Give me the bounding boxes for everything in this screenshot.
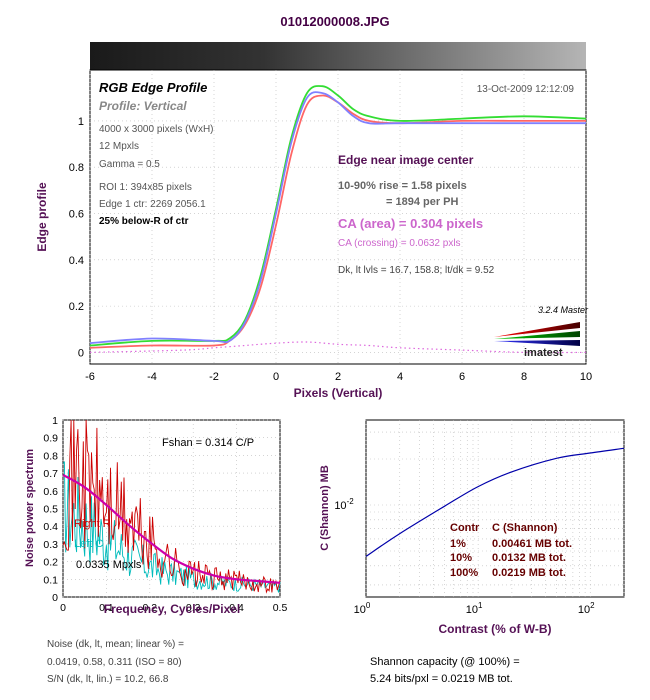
noise-ytick-label: 0.6 — [43, 486, 58, 498]
edge-series-green — [89, 85, 587, 347]
shannon-footer-1: Shannon capacity (@ 100%) = — [370, 656, 520, 668]
shannon-xtick-label: 100 — [354, 601, 371, 616]
shannon-xtick-label: 101 — [466, 601, 483, 616]
edge-xlabel: Pixels (Vertical) — [294, 386, 383, 400]
mpxls-label: 0.0335 Mpxls — [76, 559, 142, 571]
version-label: 3.2.4 Master — [538, 305, 589, 315]
noise-xtick-label: 0.2 — [142, 602, 157, 614]
noise-footer-1: Noise (dk, lt, mean; linear %) = — [47, 639, 184, 650]
noise-ytick-label: 0.4 — [43, 521, 58, 533]
edge-xtick-label: -4 — [147, 371, 157, 383]
edge-title: RGB Edge Profile — [99, 80, 207, 95]
table-header-contr: Contr — [450, 522, 480, 534]
legend-right-r: Right R — [74, 518, 111, 530]
noise-ytick-label: 0.3 — [43, 539, 58, 551]
noise-xtick-label: 0.1 — [99, 602, 114, 614]
edge-xtick-label: -6 — [85, 371, 95, 383]
fshan-label: Fshan = 0.314 C/P — [162, 437, 254, 449]
noise-footer-2: 0.0419, 0.58, 0.311 (ISO = 80) — [47, 657, 182, 668]
noise-ytick-label: 0.7 — [43, 468, 58, 480]
noise-series-fit — [62, 473, 281, 584]
noise-xtick-label: 0 — [60, 602, 66, 614]
edge-xtick-label: 0 — [273, 371, 279, 383]
table-row-3-c: 0.0219 MB tot. — [492, 567, 566, 579]
edge-xtick-label: 4 — [397, 371, 403, 383]
table-row-2-contr: 10% — [450, 552, 472, 564]
table-row-3-contr: 100% — [450, 567, 478, 579]
edge-ytick-label: 0.4 — [69, 255, 84, 267]
noise-xtick-label: 0.3 — [186, 602, 201, 614]
table-row-1-contr: 1% — [450, 538, 466, 550]
shannon-xlabel: Contrast (% of W-B) — [438, 622, 551, 636]
edge-xtick-label: -2 — [209, 371, 219, 383]
figure-title: 01012000008.JPG — [280, 14, 389, 29]
noise-ytick-label: 0.9 — [43, 433, 58, 445]
noise-ytick-label: 0.8 — [43, 450, 58, 462]
noise-ylabel: Noise power spectrum — [24, 449, 36, 567]
legend-left-c: Left C — [74, 538, 103, 550]
info-line-mpxls: 12 Mpxls — [99, 141, 139, 152]
noise-ytick-label: 0.2 — [43, 557, 58, 569]
logo-text: imatest — [524, 347, 563, 359]
noise-ytick-label: 0.5 — [43, 504, 58, 516]
shannon-plot-area — [365, 419, 625, 598]
noise-ytick-label: 1 — [52, 415, 58, 427]
imatest-logo: imatest — [494, 322, 580, 359]
noise-ytick-label: 0 — [52, 592, 58, 604]
edge-xtick-label: 6 — [459, 371, 465, 383]
table-header-c: C (Shannon) — [492, 522, 558, 534]
edge-ytick-label: 0.8 — [69, 162, 84, 174]
info-line-size: 4000 x 3000 pixels (WxH) — [99, 124, 214, 135]
rise-line: 10-90% rise = 1.58 pixels — [338, 180, 467, 192]
levels-line: Dk, lt lvls = 16.7, 158.8; lt/dk = 9.52 — [338, 265, 495, 276]
edge-ytick-label: 1 — [78, 116, 84, 128]
noise-xtick-label: 0.5 — [273, 602, 288, 614]
table-row-2-c: 0.0132 MB tot. — [492, 552, 566, 564]
edge-xtick-label: 2 — [335, 371, 341, 383]
edge-ytick-label: 0 — [78, 347, 84, 359]
edge-series-blue — [89, 91, 586, 345]
noise-xlabel: Frequency, Cycles/Pixel — [104, 602, 241, 616]
edge-subtitle: Profile: Vertical — [99, 99, 187, 113]
position-note: 25% below-R of ctr — [99, 216, 189, 227]
edge-ytick-label: 0.6 — [69, 209, 84, 221]
edge-xtick-label: 10 — [580, 371, 592, 383]
edge-profile-panel: -6 -4 -2 0 2 4 6 8 10 0 0.2 0.4 0.6 0.8 1 RGB Edge Pro… — [35, 69, 592, 400]
shannon-capacity-panel: 100 101 102 10-2 Contr C (Shannon) 1% 0.004… — [319, 419, 625, 685]
info-line-gamma: Gamma = 0.5 — [99, 159, 160, 170]
shannon-series-line — [365, 447, 625, 557]
noise-series-left-c — [62, 460, 281, 593]
per-ph-line: = 1894 per PH — [386, 196, 459, 208]
noise-ytick-label: 0.1 — [43, 574, 58, 586]
table-row-1-c: 0.00461 MB tot. — [492, 538, 572, 550]
shannon-ylabel: C (Shannon) MB — [319, 465, 331, 551]
edge-date: 13-Oct-2009 12:12:09 — [477, 84, 575, 95]
shannon-ytick-label: 10-2 — [334, 497, 354, 512]
noise-spectrum-panel: 0 0.1 0.2 0.3 0.4 0.5 0 0.1 0.2 0.3 0.4 0.5 0.6 0.7 0.… — [24, 415, 287, 685]
edge-ytick-label: 0.2 — [69, 301, 84, 313]
shannon-xtick-label: 102 — [578, 601, 595, 616]
ca-crossing: CA (crossing) = 0.0632 pxls — [338, 238, 461, 249]
info-line-roi: ROI 1: 394x85 pixels — [99, 182, 192, 193]
edge-heading: Edge near image center — [338, 153, 474, 167]
ca-area: CA (area) = 0.304 pixels — [338, 216, 483, 231]
shannon-footer-2: 5.24 bits/pxl = 0.0219 MB tot. — [370, 673, 513, 685]
info-line-edge-ctr: Edge 1 ctr: 2269 2056.1 — [99, 199, 206, 210]
edge-gradient-strip — [90, 42, 586, 70]
edge-xtick-label: 8 — [521, 371, 527, 383]
noise-xtick-label: 0.4 — [229, 602, 244, 614]
edge-ylabel: Edge profile — [35, 182, 49, 252]
noise-footer-3: S/N (dk, lt, lin.) = 10.2, 66.8 — [47, 674, 169, 685]
